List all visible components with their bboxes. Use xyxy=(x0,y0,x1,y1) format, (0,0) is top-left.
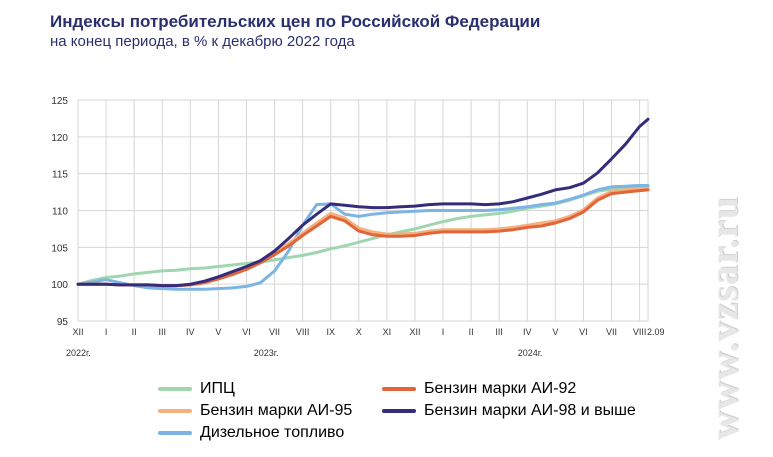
year-label: 2023г. xyxy=(254,348,279,358)
x-tick-label: I xyxy=(105,327,108,337)
legend-item: Бензин марки АИ-92 xyxy=(382,380,576,398)
y-tick-label: 115 xyxy=(52,170,68,181)
x-tick-label: XI xyxy=(383,327,392,337)
x-tick-label: VII xyxy=(269,327,280,337)
x-tick-label: II xyxy=(132,327,137,337)
watermark: www.vzsar.ru xyxy=(701,196,746,440)
legend-item: Бензин марки АИ-98 и выше xyxy=(382,402,636,420)
legend-swatch xyxy=(382,409,416,413)
x-tick-label: X xyxy=(356,327,362,337)
x-tick-label: II xyxy=(469,327,474,337)
x-tick-label: VIII xyxy=(296,327,310,337)
legend-swatch xyxy=(158,409,192,413)
x-tick-label: VII xyxy=(606,327,617,337)
x-tick-label: III xyxy=(158,327,166,337)
legend-label: Бензин марки АИ-98 и выше xyxy=(424,402,636,419)
x-tick-label: IV xyxy=(186,327,195,337)
legend-label: Бензин марки АИ-92 xyxy=(424,380,577,397)
legend-item: Дизельное топливо xyxy=(158,424,344,442)
legend-swatch xyxy=(382,387,416,391)
y-tick-label: 105 xyxy=(51,243,68,254)
legend-item: ИПЦ xyxy=(158,380,235,398)
chart-title: Индексы потребительских цен по Российско… xyxy=(50,12,541,31)
legend-swatch xyxy=(158,387,192,391)
y-tick-label: 110 xyxy=(52,207,68,218)
x-tick-label: XII xyxy=(409,327,420,337)
x-tick-label: III xyxy=(495,327,503,337)
x-tick-label: VIII xyxy=(633,327,647,337)
legend-label: Дизельное топливо xyxy=(200,424,345,441)
x-tick-label-last: 2.09 xyxy=(647,327,665,337)
x-tick-label: XII xyxy=(72,327,83,337)
legend-label: Бензин марки АИ-95 xyxy=(200,402,353,419)
x-tick-label: IV xyxy=(523,327,532,337)
x-tick-label: I xyxy=(442,327,445,337)
x-tick-label: V xyxy=(552,327,558,337)
year-label: 2022г. xyxy=(66,348,91,358)
y-tick-label: 125 xyxy=(51,96,68,107)
y-tick-label: 95 xyxy=(57,317,69,328)
year-label: 2024г. xyxy=(518,348,543,358)
legend-item: Бензин марки АИ-95 xyxy=(158,402,352,420)
x-tick-label: V xyxy=(215,327,221,337)
x-tick-label: IX xyxy=(326,327,335,337)
chart-series xyxy=(76,117,650,291)
x-tick-label: VI xyxy=(579,327,588,337)
series-line-3 xyxy=(76,117,650,288)
chart-subtitle: на конец периода, в % к декабрю 2022 год… xyxy=(50,33,355,50)
y-tick-label: 100 xyxy=(51,280,68,291)
series-line-4 xyxy=(76,184,650,291)
y-tick-label: 120 xyxy=(51,133,68,144)
x-tick-label: VI xyxy=(242,327,251,337)
legend-swatch xyxy=(158,431,192,435)
legend-label: ИПЦ xyxy=(200,380,235,397)
